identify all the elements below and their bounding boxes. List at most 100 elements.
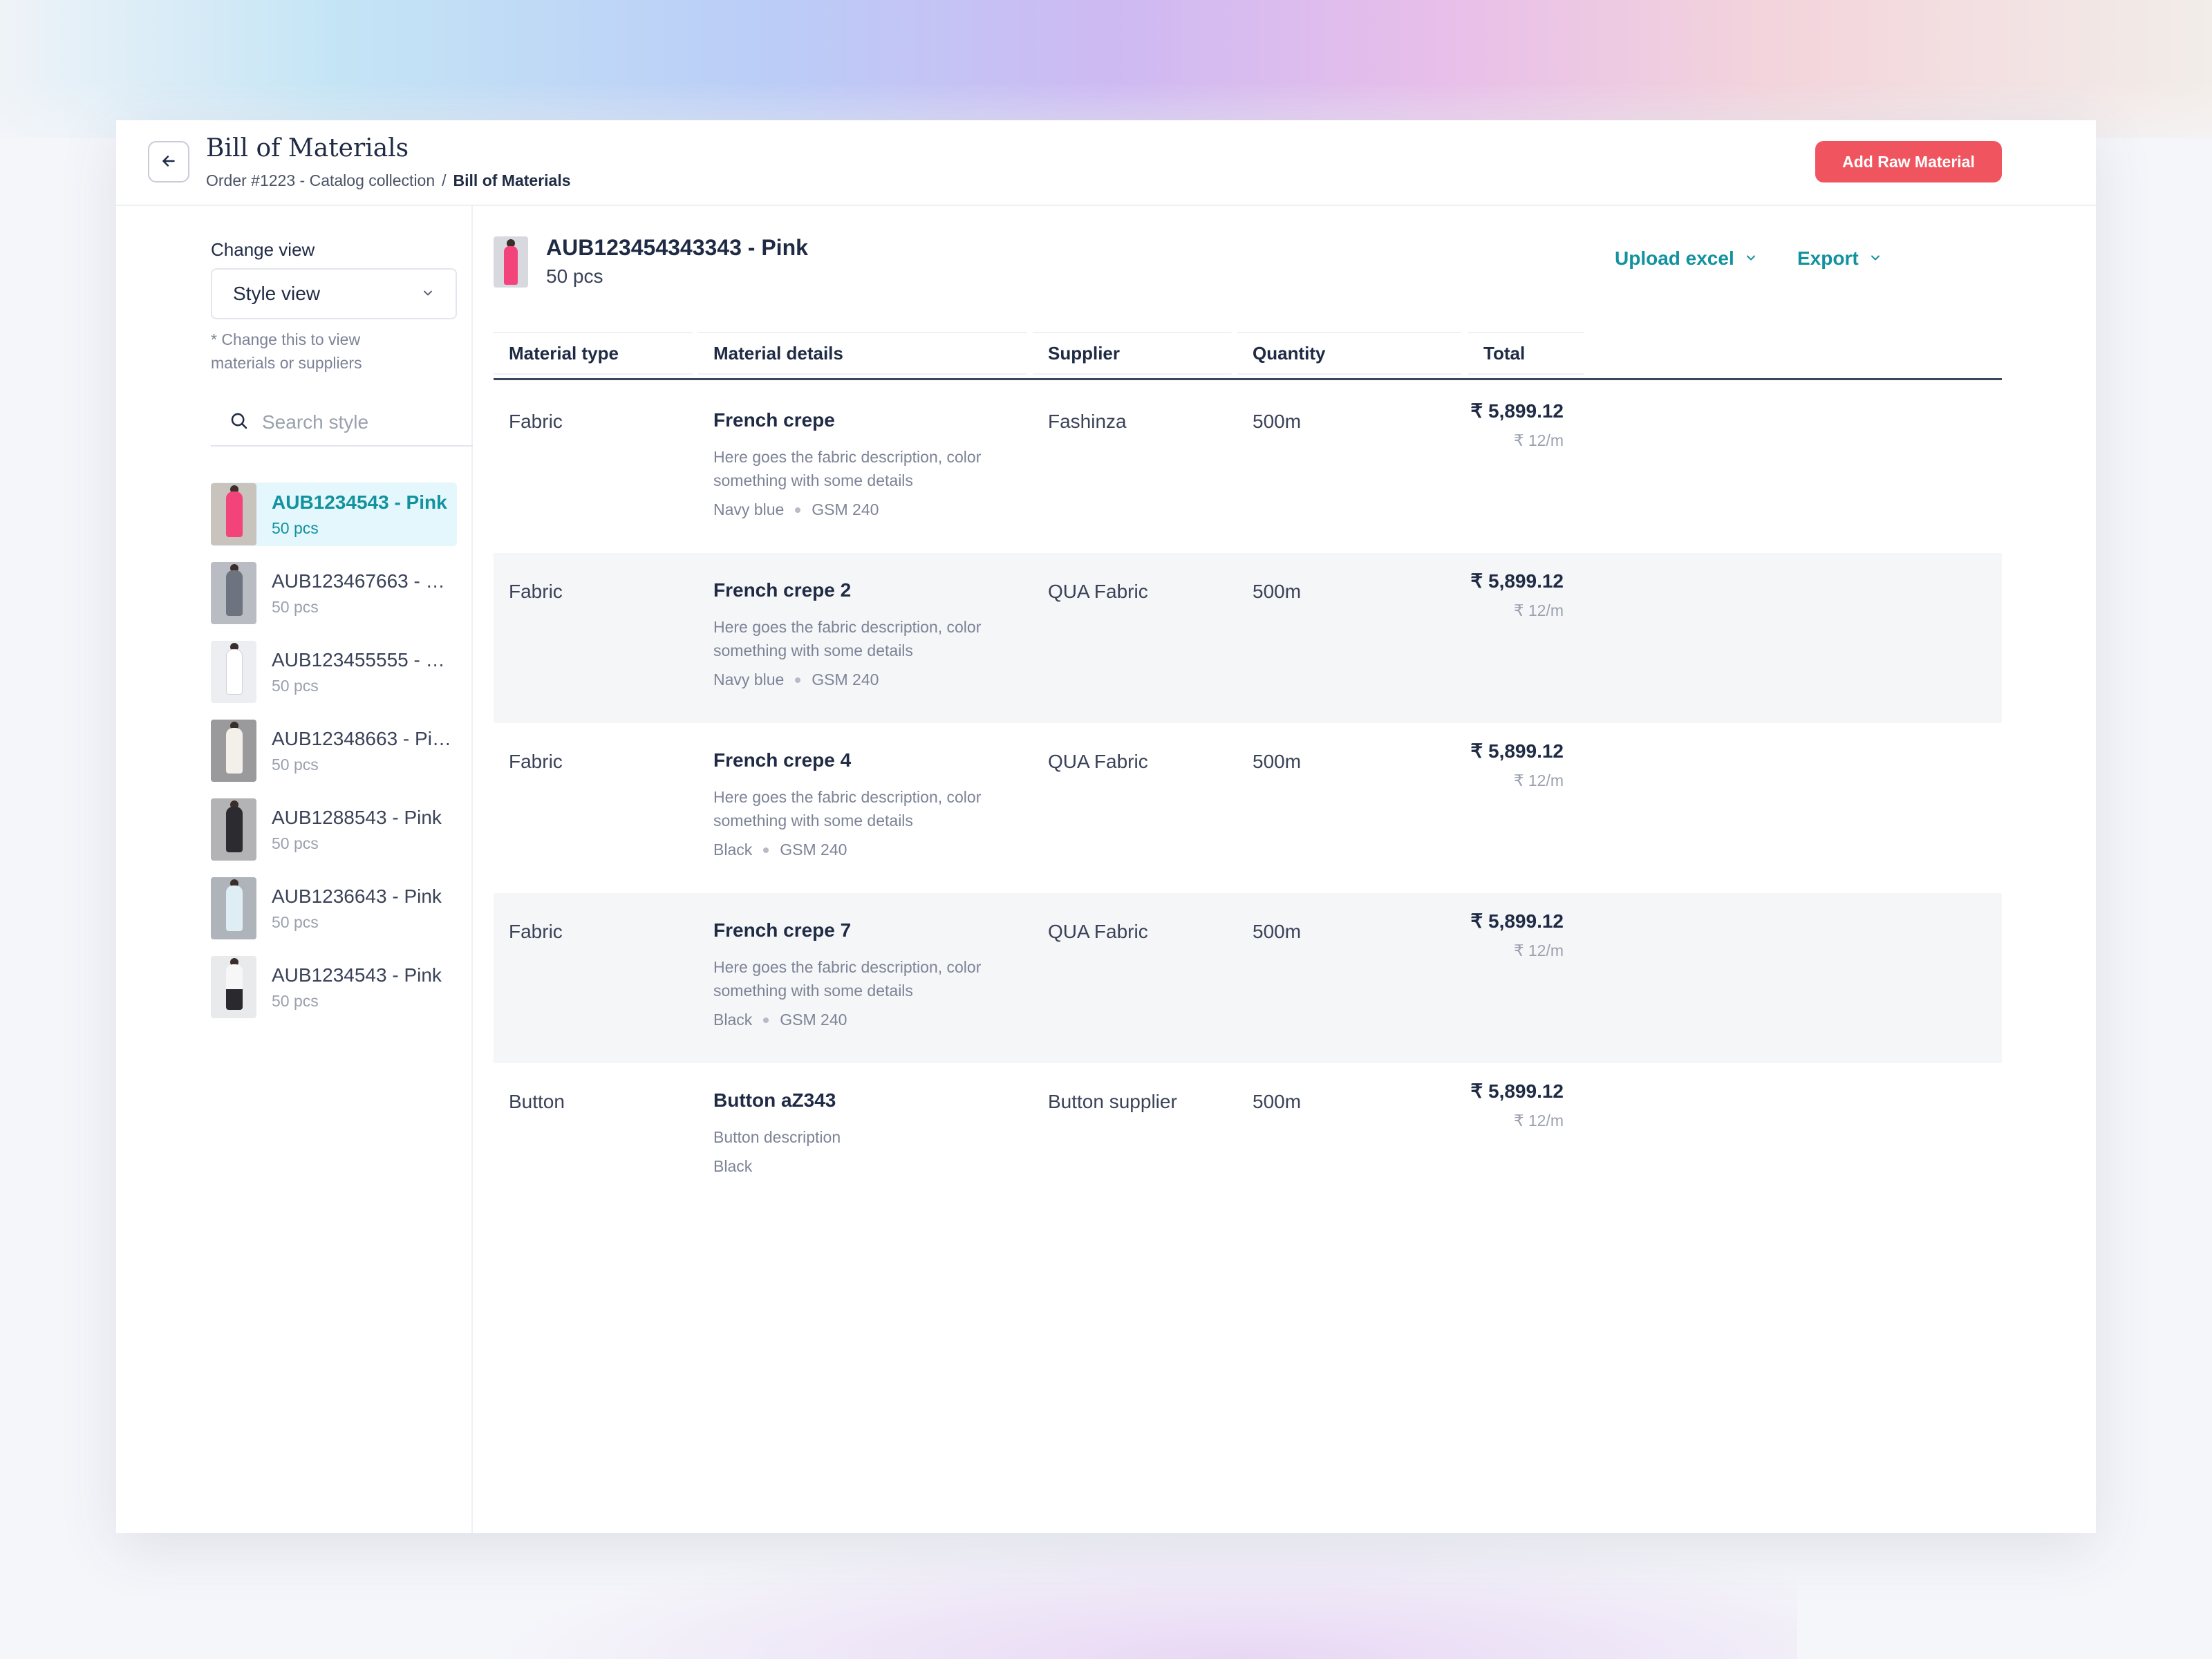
material-type: Fabric [509, 411, 563, 432]
unit-rate: ₹ 12/m [1513, 431, 1564, 449]
table-row[interactable]: Fabric French crepe Here goes the fabric… [494, 383, 2002, 553]
material-name: Button aZ343 [713, 1089, 836, 1111]
table-row[interactable]: Fabric French crepe 7 Here goes the fabr… [494, 893, 2002, 1063]
style-list-item[interactable]: AUB123455555 - Pink 50 pcs [211, 640, 457, 704]
style-thumbnail [211, 483, 256, 545]
search-style [211, 400, 473, 447]
material-attributes: Black GSM 240 [713, 841, 847, 859]
search-input[interactable] [262, 411, 469, 433]
style-list-item[interactable]: AUB12348663 - Pink 50 pcs [211, 719, 457, 782]
product-qty: 50 pcs [546, 265, 603, 287]
style-thumbnail [211, 720, 256, 782]
style-list: AUB1234543 - Pink 50 pcs AUB123467663 - P… [211, 482, 457, 1034]
material-gsm: GSM 240 [780, 1011, 847, 1029]
unit-rate: ₹ 12/m [1513, 771, 1564, 789]
style-qty: 50 pcs [272, 912, 319, 931]
page-title: Bill of Materials [206, 134, 409, 162]
style-thumbnail [211, 798, 256, 861]
style-list-item[interactable]: AUB1236643 - Pink 50 pcs [211, 877, 457, 940]
table-row[interactable]: Fabric French crepe 2 Here goes the fabr… [494, 553, 2002, 723]
material-attributes: Black GSM 240 [713, 1011, 847, 1029]
table-row[interactable]: Fabric French crepe 4 Here goes the fabr… [494, 723, 2002, 893]
total-amount: ₹ 5,899.12 [1470, 570, 1564, 592]
material-type: Button [509, 1091, 565, 1112]
material-description: Here goes the fabric description, color … [713, 448, 982, 489]
style-qty: 50 pcs [272, 518, 319, 537]
separator-dot [795, 507, 801, 513]
product-thumbnail [494, 236, 528, 288]
table-row[interactable]: Button Button aZ343 Button description B… [494, 1063, 2002, 1233]
material-type: Fabric [509, 581, 563, 602]
material-gsm: GSM 240 [812, 671, 879, 688]
material-name: French crepe 2 [713, 579, 852, 601]
style-name: AUB1234543 - Pink [272, 491, 447, 513]
material-name: French crepe [713, 409, 835, 431]
material-attributes: Black [713, 1157, 752, 1176]
style-name: AUB123467663 - Pink [272, 570, 449, 592]
column-header-material-type[interactable]: Material type [494, 332, 693, 375]
upload-excel-label: Upload excel [1615, 247, 1734, 269]
background-glow [415, 1521, 1797, 1659]
change-view-label: Change view [211, 239, 315, 260]
style-qty: 50 pcs [272, 676, 319, 695]
chevron-down-icon [1744, 247, 1758, 270]
material-description: Button description [713, 1128, 841, 1146]
style-thumbnail [211, 562, 256, 624]
quantity: 500m [1253, 411, 1302, 432]
supplier-name: QUA Fabric [1048, 921, 1148, 942]
material-attributes: Navy blue GSM 240 [713, 671, 879, 689]
add-raw-material-button[interactable]: Add Raw Material [1815, 141, 2002, 182]
table-header: Material type Material details Supplier … [494, 332, 2002, 380]
total-amount: ₹ 5,899.12 [1470, 400, 1564, 422]
style-name: AUB1234543 - Pink [272, 964, 442, 986]
back-button[interactable] [148, 141, 189, 182]
style-list-item[interactable]: AUB123467663 - Pink 50 pcs [211, 561, 457, 625]
material-attributes: Navy blue GSM 240 [713, 500, 879, 519]
material-color: Black [713, 841, 753, 859]
style-thumbnail [211, 641, 256, 703]
column-header-supplier[interactable]: Supplier [1033, 332, 1232, 375]
style-name: AUB123455555 - Pink [272, 648, 449, 671]
style-qty: 50 pcs [272, 991, 319, 1010]
search-icon [229, 411, 250, 435]
style-thumbnail [211, 877, 256, 939]
supplier-name: QUA Fabric [1048, 581, 1148, 602]
material-color: Black [713, 1157, 753, 1175]
column-header-material-details[interactable]: Material details [698, 332, 1027, 375]
style-list-item[interactable]: AUB1288543 - Pink 50 pcs [211, 798, 457, 861]
material-type: Fabric [509, 751, 563, 772]
supplier-name: Button supplier [1048, 1091, 1177, 1112]
separator-dot [795, 677, 801, 683]
style-list-item[interactable]: AUB1234543 - Pink 50 pcs [211, 482, 457, 546]
material-color: Navy blue [713, 500, 785, 518]
style-list-item[interactable]: AUB1234543 - Pink 50 pcs [211, 955, 457, 1019]
column-header-quantity[interactable]: Quantity [1237, 332, 1461, 375]
material-name: French crepe 7 [713, 919, 852, 941]
breadcrumb-order-link[interactable]: Order #1223 - Catalog collection [206, 171, 435, 189]
change-view-hint: * Change this to view materials or suppl… [211, 330, 362, 372]
style-name: AUB12348663 - Pink [272, 727, 449, 749]
supplier-name: QUA Fabric [1048, 751, 1148, 772]
page-header: Bill of Materials Order #1223 - Catalog … [116, 120, 2096, 206]
separator-dot [763, 1017, 769, 1023]
material-color: Navy blue [713, 671, 785, 688]
material-gsm: GSM 240 [812, 500, 879, 518]
total-amount: ₹ 5,899.12 [1470, 740, 1564, 762]
total-amount: ₹ 5,899.12 [1470, 910, 1564, 932]
export-label: Export [1797, 247, 1859, 269]
breadcrumb-separator: / [442, 171, 447, 189]
upload-excel-button[interactable]: Upload excel [1615, 247, 1758, 270]
view-select[interactable]: Style view [211, 268, 457, 319]
column-header-total[interactable]: Total [1468, 332, 1584, 375]
unit-rate: ₹ 12/m [1513, 941, 1564, 959]
style-sidebar: Change view Style view * Change this to … [116, 206, 473, 1533]
materials-panel: AUB123454343343 - Pink 50 pcs Upload exc… [473, 206, 2096, 1533]
supplier-name: Fashinza [1048, 411, 1127, 432]
app-window: Bill of Materials Order #1223 - Catalog … [116, 120, 2096, 1533]
breadcrumb: Order #1223 - Catalog collection / Bill … [206, 171, 571, 190]
product-title: AUB123454343343 - Pink [546, 235, 808, 260]
export-button[interactable]: Export [1797, 247, 1882, 270]
chevron-down-icon [421, 283, 435, 305]
material-description: Here goes the fabric description, color … [713, 788, 982, 830]
style-thumbnail [211, 956, 256, 1018]
